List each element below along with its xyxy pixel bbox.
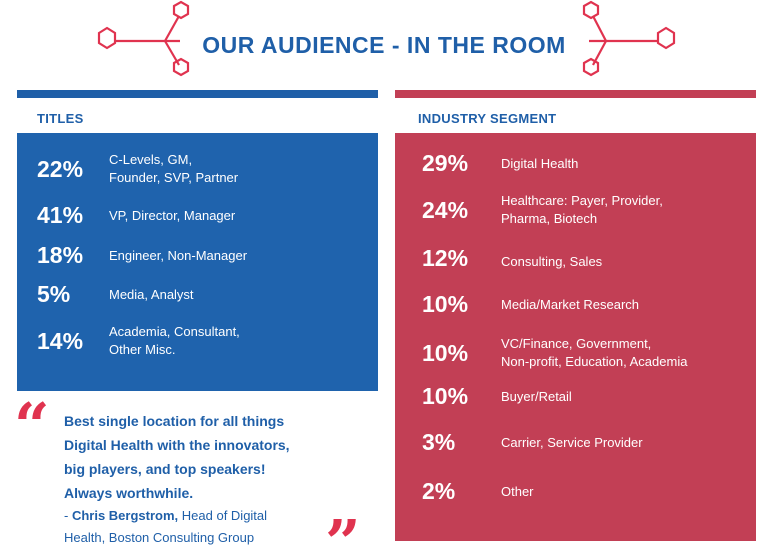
molecule-icon-right bbox=[582, 0, 676, 77]
industry-section-label: INDUSTRY SEGMENT bbox=[418, 111, 557, 126]
industry-desc: Digital Health bbox=[501, 155, 579, 171]
industry-row: 2% Other bbox=[422, 478, 534, 505]
industry-row: 10% VC/Finance, Government, Non-profit, … bbox=[422, 335, 687, 371]
molecule-icon-left bbox=[97, 0, 190, 77]
titles-panel: 22% C-Levels, GM, Founder, SVP, Partner … bbox=[17, 133, 378, 391]
industry-pct: 10% bbox=[422, 291, 469, 317]
open-quote-icon: “ bbox=[14, 389, 50, 462]
author-name: Chris Bergstrom, bbox=[71, 508, 179, 523]
titles-section-label: TITLES bbox=[37, 111, 84, 126]
industry-pct: 2% bbox=[422, 478, 456, 504]
titles-row: 18% Engineer, Non-Manager bbox=[37, 242, 247, 269]
industry-row: 10% Buyer/Retail bbox=[422, 383, 572, 410]
industry-row: 10% Media/Market Research bbox=[422, 291, 639, 318]
titles-desc: Media, Analyst bbox=[109, 286, 194, 302]
industry-desc: Consulting, Sales bbox=[501, 253, 603, 269]
industry-desc: Media/Market Research bbox=[501, 296, 639, 312]
industry-pct: 29% bbox=[422, 150, 469, 176]
titles-desc: Engineer, Non-Manager bbox=[109, 247, 248, 263]
titles-pct: 41% bbox=[37, 202, 84, 228]
titles-row: 5% Media, Analyst bbox=[37, 281, 194, 308]
titles-pct: 5% bbox=[37, 281, 71, 307]
testimonial: Best single location for all things Digi… bbox=[64, 409, 364, 548]
industry-desc: Carrier, Service Provider bbox=[501, 434, 643, 450]
titles-pct: 18% bbox=[37, 242, 84, 268]
industry-pct: 3% bbox=[422, 429, 456, 455]
industry-panel: 29% Digital Health 24% Healthcare: Payer… bbox=[395, 133, 756, 541]
titles-desc: C-Levels, GM, Founder, SVP, Partner bbox=[109, 152, 239, 185]
industry-top-bar bbox=[395, 90, 756, 98]
industry-pct: 24% bbox=[422, 196, 469, 223]
industry-row: 12% Consulting, Sales bbox=[422, 245, 602, 272]
close-quote-icon: ” bbox=[325, 506, 361, 548]
industry-pct: 12% bbox=[422, 245, 469, 271]
industry-pct: 10% bbox=[422, 339, 469, 366]
titles-desc: Academia, Consultant, Other Misc. bbox=[109, 324, 240, 357]
titles-top-bar bbox=[17, 90, 378, 98]
titles-desc: VP, Director, Manager bbox=[109, 207, 236, 223]
titles-row: 41% VP, Director, Manager bbox=[37, 202, 235, 229]
industry-row: 29% Digital Health bbox=[422, 150, 578, 177]
industry-row: 3% Carrier, Service Provider bbox=[422, 429, 643, 456]
testimonial-attribution: - Chris Bergstrom, Head of Digital Healt… bbox=[64, 508, 268, 545]
industry-desc: Healthcare: Payer, Provider, Pharma, Bio… bbox=[501, 193, 663, 226]
page-title: OUR AUDIENCE - IN THE ROOM bbox=[202, 32, 566, 58]
titles-pct: 14% bbox=[37, 327, 84, 354]
industry-row: 24% Healthcare: Payer, Provider, Pharma,… bbox=[422, 192, 663, 228]
industry-desc: Other bbox=[501, 483, 534, 499]
industry-pct: 10% bbox=[422, 383, 469, 409]
testimonial-text: Best single location for all things Digi… bbox=[64, 413, 290, 501]
industry-desc: Buyer/Retail bbox=[501, 388, 572, 404]
titles-row: 22% C-Levels, GM, Founder, SVP, Partner bbox=[37, 151, 238, 187]
header: OUR AUDIENCE - IN THE ROOM bbox=[0, 0, 768, 80]
industry-desc: VC/Finance, Government, Non-profit, Educ… bbox=[501, 336, 688, 369]
titles-pct: 22% bbox=[37, 155, 84, 182]
titles-row: 14% Academia, Consultant, Other Misc. bbox=[37, 323, 240, 359]
